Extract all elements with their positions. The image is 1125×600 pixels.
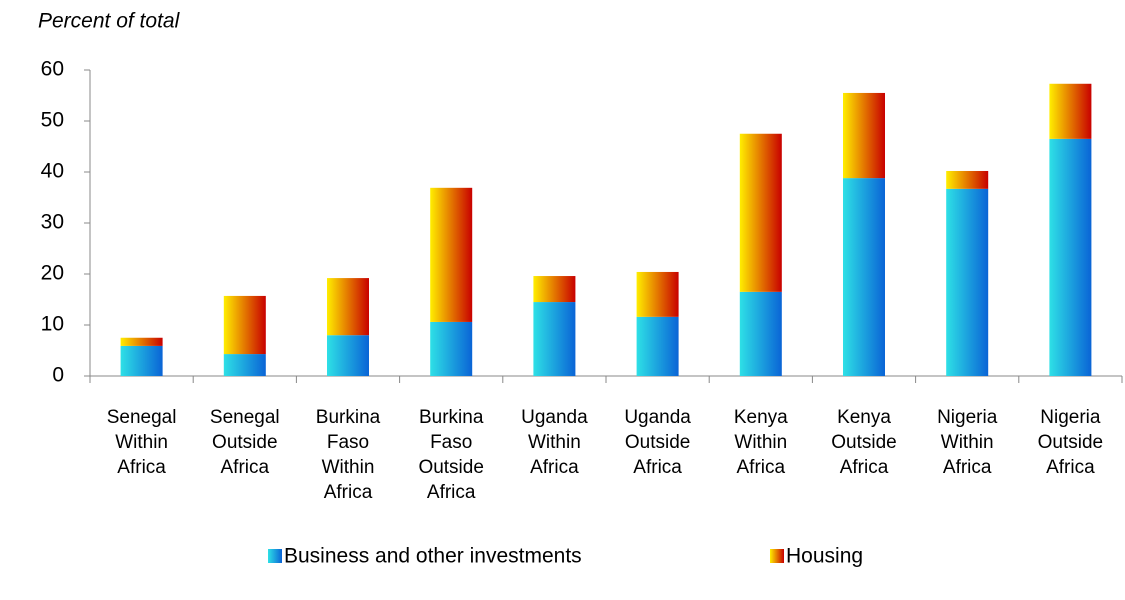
bar-segment [430,187,473,322]
y-tick-label: 60 [41,58,64,81]
bar-segment [739,291,782,376]
x-tick-label: Uganda Outside Africa [624,407,691,478]
bar-segment [223,354,266,376]
y-tick-label: 30 [41,211,64,234]
bar-segment [533,276,576,303]
x-tick-label: Kenya Outside Africa [831,407,897,478]
bar-segment [120,345,163,376]
x-tick-label: Senegal Outside Africa [209,407,280,478]
bar-segment [946,188,989,376]
y-axis-title: Percent of total [38,10,181,33]
x-tick-label: Burkina Faso Outside Africa [418,407,484,503]
y-tick-label: 0 [52,364,64,387]
legend-swatch [268,549,282,563]
y-tick-label: 20 [41,262,64,285]
x-tick-label: Senegal Within Africa [106,407,177,478]
bar-segment [533,302,576,376]
legend-label: Business and other investments [284,545,582,568]
bar-segment [327,278,369,336]
x-tick-label: Kenya Within Africa [733,407,788,478]
bar-segment [1049,138,1092,376]
legend-label: Housing [786,545,863,568]
x-tick-label: Uganda Within Africa [521,407,588,478]
bar-segment [430,321,473,376]
bar-segment [223,295,266,355]
x-tick-label: Nigeria Within Africa [937,407,998,478]
bar-segment [327,335,369,376]
bar-segment [636,271,679,317]
y-tick-label: 50 [41,109,64,132]
bar-segment [739,133,782,292]
bar-segment [843,92,885,179]
bar-segment [120,337,163,346]
bar-segment [843,178,885,376]
bar-segment [946,170,989,189]
y-tick-label: 10 [41,313,64,336]
bar-segment [1049,83,1092,139]
x-tick-label: Burkina Faso Within Africa [315,407,381,503]
legend-swatch [770,549,784,563]
y-tick-label: 40 [41,160,64,183]
bar-segment [636,316,679,376]
x-tick-label: Nigeria Outside Africa [1037,407,1104,478]
